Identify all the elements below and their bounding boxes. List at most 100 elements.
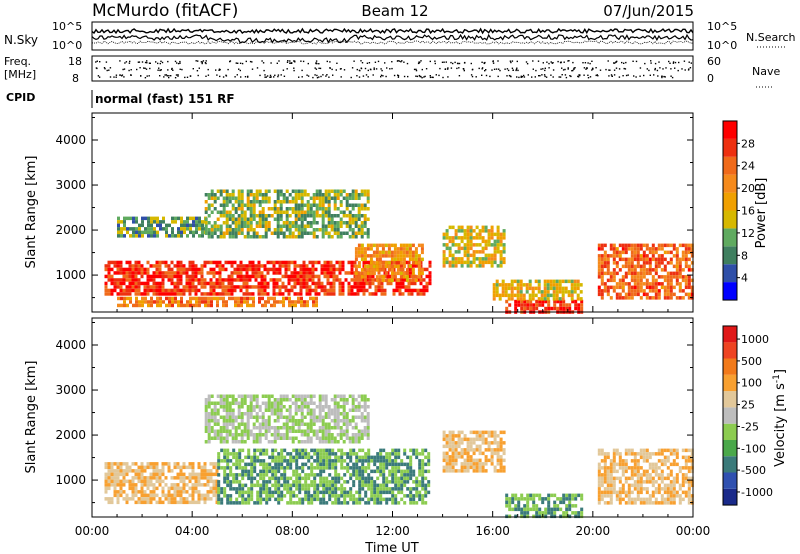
heatmap-cell (406, 462, 410, 467)
freq-sample (174, 60, 177, 63)
heatmap-cell (343, 487, 347, 491)
heatmap-cell (331, 448, 335, 453)
heatmap-cell (288, 214, 292, 218)
freq-sample (450, 67, 453, 69)
heatmap-cell (342, 401, 346, 405)
heatmap-cell (240, 217, 244, 221)
heatmap-cell (197, 267, 201, 272)
heatmap-cell (272, 267, 276, 272)
heatmap-cell (222, 231, 226, 235)
heatmap-cell (337, 476, 341, 481)
heatmap-cell (504, 283, 508, 287)
heatmap-cell (316, 494, 320, 498)
heatmap-cell (179, 486, 183, 491)
heatmap-cell (291, 426, 295, 430)
freq-sample (130, 69, 132, 71)
heatmap-cell (155, 462, 159, 466)
heatmap-cell (256, 483, 260, 488)
heatmap-cell (457, 257, 461, 261)
heatmap-cell (209, 490, 213, 494)
heatmap-cell (110, 267, 114, 272)
freq-sample (539, 75, 541, 77)
heatmap-cell (122, 278, 126, 282)
heatmap-cell (393, 247, 397, 251)
heatmap-cell (553, 306, 557, 311)
heatmap-cell (345, 214, 349, 218)
freq-sample (144, 67, 146, 69)
heatmap-cell (330, 398, 334, 402)
heatmap-cell (526, 299, 530, 304)
heatmap-cell (417, 257, 421, 262)
heatmap-cell (337, 494, 341, 498)
freq-sample (335, 69, 337, 71)
heatmap-cell (210, 228, 214, 232)
freq-sample (247, 75, 249, 78)
heatmap-cell (445, 465, 449, 470)
freq-sample (439, 67, 441, 70)
heatmap-cell (249, 412, 253, 416)
heatmap-cell (304, 462, 308, 467)
heatmap-cell (182, 288, 186, 293)
heatmap-cell (225, 415, 229, 419)
heatmap-cell (388, 480, 392, 484)
heatmap-cell (237, 412, 241, 416)
heatmap-cell (525, 290, 529, 294)
heatmap-cell (311, 267, 315, 272)
heatmap-cell (579, 283, 583, 287)
heatmap-cell (675, 264, 679, 269)
heatmap-cell (639, 296, 643, 300)
heatmap-cell (349, 459, 353, 463)
heatmap-cell (179, 472, 183, 477)
heatmap-cell (630, 289, 634, 293)
heatmap-cell (502, 246, 506, 251)
heatmap-cell (116, 281, 120, 286)
heatmap-cell (612, 275, 616, 279)
heatmap-cell (345, 412, 349, 416)
heatmap-cell (267, 408, 271, 412)
heatmap-cell (152, 288, 156, 293)
heatmap-cell (234, 398, 238, 402)
heatmap-cell (282, 415, 286, 419)
freq-sample (262, 62, 265, 64)
heatmap-cell (125, 267, 129, 272)
heatmap-cell (382, 473, 386, 477)
heatmap-cell (191, 500, 195, 505)
heatmap-cell (164, 271, 168, 275)
heatmap-cell (120, 227, 123, 231)
heatmap-cell (231, 193, 235, 197)
heatmap-cell (424, 483, 428, 488)
heatmap-cell (366, 271, 370, 276)
freq-sample (239, 69, 241, 72)
heatmap-cell (310, 494, 314, 498)
colorbar-tick-label: 4 (741, 272, 748, 285)
heatmap-cell (210, 419, 214, 423)
heatmap-cell (306, 224, 310, 228)
heatmap-cell (137, 472, 141, 477)
freq-sample (564, 74, 567, 76)
heatmap-cell (475, 264, 479, 268)
heatmap-cell (309, 415, 313, 419)
heatmap-cell (191, 271, 195, 275)
date-title: 07/Jun/2015 (603, 2, 694, 20)
heatmap-cell (381, 250, 385, 255)
heatmap-cell (323, 285, 327, 289)
heatmap-cell (454, 448, 458, 452)
heatmap-cell (394, 455, 398, 460)
freq-sample (207, 74, 210, 76)
heatmap-cell (219, 415, 223, 419)
heatmap-cell (394, 483, 398, 488)
heatmap-cell (104, 292, 108, 296)
heatmap-cell (555, 290, 559, 294)
heatmap-cell (197, 281, 201, 286)
colorbar-tick-label: 28 (741, 137, 755, 150)
freq-sample (375, 68, 378, 70)
heatmap-cell (373, 469, 377, 474)
heatmap-cell (131, 497, 135, 501)
freq-sample (159, 62, 161, 65)
heatmap-cell (478, 257, 482, 261)
heatmap-cell (460, 430, 464, 435)
heatmap-cell (198, 300, 201, 304)
heatmap-cell (256, 455, 260, 460)
heatmap-cell (242, 267, 246, 272)
